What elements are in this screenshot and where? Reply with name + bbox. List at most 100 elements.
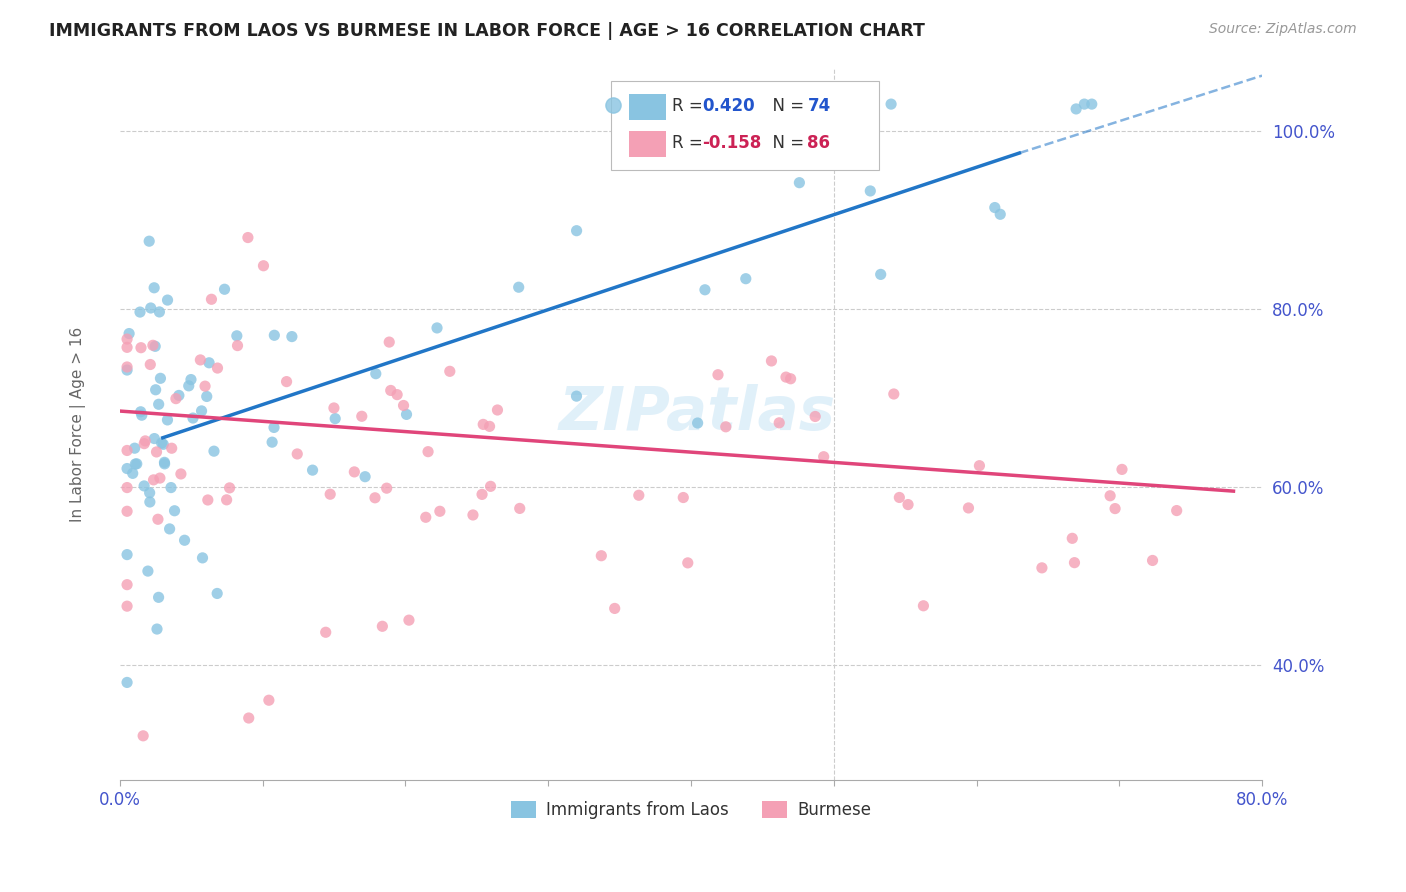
Point bbox=[509, 501, 531, 516]
Point bbox=[181, 411, 204, 425]
Point bbox=[263, 328, 285, 343]
Point bbox=[180, 373, 202, 387]
Point bbox=[156, 413, 179, 427]
Text: N =: N = bbox=[762, 134, 810, 152]
Point bbox=[124, 441, 146, 455]
Point bbox=[813, 450, 835, 464]
Point bbox=[319, 487, 342, 501]
Point bbox=[957, 500, 980, 515]
Point bbox=[139, 358, 162, 372]
Point bbox=[202, 444, 225, 458]
Point bbox=[969, 458, 991, 473]
Point bbox=[315, 625, 337, 640]
Point bbox=[238, 711, 260, 725]
Point bbox=[167, 388, 190, 402]
Legend: Immigrants from Laos, Burmese: Immigrants from Laos, Burmese bbox=[505, 794, 877, 825]
Point bbox=[375, 481, 398, 495]
Point bbox=[714, 419, 737, 434]
Point bbox=[486, 403, 509, 417]
Point bbox=[603, 601, 626, 615]
Point bbox=[160, 442, 183, 456]
Point bbox=[478, 419, 501, 434]
Point bbox=[565, 224, 588, 238]
Text: IMMIGRANTS FROM LAOS VS BURMESE IN LABOR FORCE | AGE > 16 CORRELATION CHART: IMMIGRANTS FROM LAOS VS BURMESE IN LABOR… bbox=[49, 22, 925, 40]
Point bbox=[129, 305, 152, 319]
Point bbox=[323, 401, 346, 415]
Point bbox=[354, 469, 377, 483]
Point bbox=[415, 510, 437, 524]
Point bbox=[1031, 561, 1053, 575]
Point bbox=[439, 364, 461, 378]
Point bbox=[226, 338, 249, 352]
Point bbox=[170, 467, 193, 481]
Point bbox=[323, 411, 346, 425]
Point bbox=[115, 461, 138, 475]
Point bbox=[143, 281, 166, 295]
Point bbox=[761, 354, 783, 368]
Point bbox=[134, 479, 156, 493]
Point bbox=[252, 259, 274, 273]
Point bbox=[207, 361, 229, 376]
Point bbox=[159, 522, 181, 536]
Point bbox=[142, 473, 165, 487]
Point bbox=[1111, 462, 1133, 476]
Point bbox=[138, 234, 160, 248]
Text: Source: ZipAtlas.com: Source: ZipAtlas.com bbox=[1209, 22, 1357, 37]
Point bbox=[988, 207, 1011, 221]
Point bbox=[262, 435, 284, 450]
Point bbox=[1104, 501, 1126, 516]
Point bbox=[149, 471, 172, 485]
Point bbox=[145, 383, 167, 397]
Point bbox=[163, 504, 186, 518]
Point bbox=[461, 508, 484, 522]
Text: -0.158: -0.158 bbox=[703, 134, 762, 152]
Point bbox=[565, 389, 588, 403]
Point bbox=[301, 463, 323, 477]
Point bbox=[143, 339, 166, 353]
Point bbox=[285, 447, 308, 461]
Text: ZIPatlas: ZIPatlas bbox=[558, 384, 835, 443]
Point bbox=[385, 387, 408, 401]
Point bbox=[121, 467, 143, 481]
Y-axis label: In Labor Force | Age > 16: In Labor Force | Age > 16 bbox=[70, 326, 86, 522]
Point bbox=[197, 493, 219, 508]
Point bbox=[173, 533, 195, 548]
Point bbox=[1142, 553, 1164, 567]
Point bbox=[591, 549, 613, 563]
Point bbox=[686, 416, 709, 430]
Point bbox=[364, 491, 387, 505]
Point bbox=[1063, 556, 1085, 570]
Point bbox=[132, 729, 155, 743]
Point bbox=[897, 498, 920, 512]
Point bbox=[190, 352, 212, 367]
Point bbox=[263, 420, 285, 434]
Point bbox=[139, 495, 162, 509]
Point bbox=[150, 436, 173, 450]
Point bbox=[198, 356, 221, 370]
Point bbox=[143, 432, 166, 446]
FancyBboxPatch shape bbox=[630, 95, 666, 120]
Point bbox=[146, 512, 169, 526]
Point bbox=[115, 340, 138, 354]
Point bbox=[508, 280, 530, 294]
Point bbox=[859, 184, 882, 198]
Point bbox=[380, 384, 402, 398]
Point bbox=[115, 504, 138, 518]
Point bbox=[371, 619, 394, 633]
Point bbox=[775, 370, 797, 384]
Point bbox=[416, 444, 439, 458]
Point bbox=[426, 321, 449, 335]
Point bbox=[200, 293, 222, 307]
Point bbox=[153, 455, 176, 469]
Point bbox=[804, 409, 827, 424]
Point bbox=[218, 481, 240, 495]
Point bbox=[734, 271, 756, 285]
FancyBboxPatch shape bbox=[630, 131, 666, 157]
Point bbox=[676, 556, 699, 570]
Point bbox=[129, 405, 152, 419]
Text: 0.420: 0.420 bbox=[703, 97, 755, 115]
Point bbox=[148, 397, 170, 411]
FancyBboxPatch shape bbox=[612, 80, 879, 169]
Point bbox=[165, 392, 187, 406]
Point bbox=[115, 548, 138, 562]
